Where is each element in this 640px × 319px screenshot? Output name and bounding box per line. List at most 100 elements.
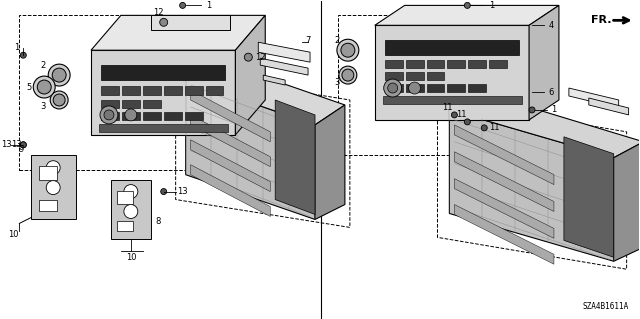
Circle shape <box>20 52 26 58</box>
Text: 2: 2 <box>334 36 340 45</box>
Polygon shape <box>99 124 228 132</box>
Circle shape <box>52 68 66 82</box>
Polygon shape <box>259 42 310 62</box>
Circle shape <box>388 83 397 93</box>
Polygon shape <box>447 84 465 92</box>
Polygon shape <box>385 40 519 55</box>
Polygon shape <box>101 65 225 80</box>
Polygon shape <box>375 25 529 120</box>
Bar <box>338 15 532 155</box>
Circle shape <box>37 80 51 94</box>
Polygon shape <box>164 112 182 120</box>
Polygon shape <box>529 5 559 120</box>
Circle shape <box>180 3 186 8</box>
Polygon shape <box>236 15 265 135</box>
Text: 13: 13 <box>11 140 22 149</box>
Text: 7: 7 <box>305 36 311 45</box>
Text: 11: 11 <box>442 103 452 112</box>
Polygon shape <box>143 86 161 95</box>
Text: 4: 4 <box>548 21 554 30</box>
Polygon shape <box>447 60 465 68</box>
Bar <box>19 15 218 170</box>
Polygon shape <box>385 84 403 92</box>
Text: 1: 1 <box>206 1 211 10</box>
Circle shape <box>529 107 535 113</box>
Text: 6: 6 <box>548 87 554 97</box>
Polygon shape <box>275 100 315 214</box>
Text: 8: 8 <box>155 217 161 226</box>
Polygon shape <box>375 5 559 25</box>
Text: 3: 3 <box>40 102 46 111</box>
Text: 2: 2 <box>40 61 46 70</box>
Circle shape <box>408 82 420 94</box>
Polygon shape <box>260 58 308 75</box>
Circle shape <box>46 161 60 174</box>
Text: 13: 13 <box>177 187 188 196</box>
Polygon shape <box>191 90 270 142</box>
Polygon shape <box>91 15 265 50</box>
Circle shape <box>342 69 354 81</box>
Polygon shape <box>614 142 640 261</box>
Polygon shape <box>449 92 640 158</box>
Polygon shape <box>184 86 202 95</box>
Polygon shape <box>426 72 444 80</box>
Circle shape <box>125 109 137 121</box>
Text: 11: 11 <box>456 110 467 119</box>
Circle shape <box>161 189 166 195</box>
Circle shape <box>465 3 470 8</box>
Circle shape <box>481 125 487 131</box>
Circle shape <box>20 142 26 148</box>
Circle shape <box>48 64 70 86</box>
Polygon shape <box>569 88 619 108</box>
Circle shape <box>20 142 26 148</box>
Polygon shape <box>489 60 507 68</box>
Polygon shape <box>426 84 444 92</box>
Polygon shape <box>454 152 554 211</box>
Polygon shape <box>406 72 424 80</box>
Text: 10: 10 <box>8 230 19 239</box>
Circle shape <box>50 91 68 109</box>
Circle shape <box>160 19 168 26</box>
Circle shape <box>124 185 138 198</box>
Polygon shape <box>191 140 270 192</box>
Polygon shape <box>191 165 270 217</box>
Polygon shape <box>449 110 614 261</box>
Polygon shape <box>454 125 554 185</box>
Polygon shape <box>101 86 119 95</box>
Polygon shape <box>385 72 403 80</box>
Circle shape <box>100 106 118 124</box>
Polygon shape <box>184 112 202 120</box>
Polygon shape <box>122 100 140 108</box>
Polygon shape <box>151 15 230 30</box>
Polygon shape <box>91 50 236 135</box>
Polygon shape <box>468 84 486 92</box>
Text: 12: 12 <box>154 8 164 17</box>
Polygon shape <box>143 100 161 108</box>
Bar <box>117 221 133 231</box>
Polygon shape <box>31 155 76 219</box>
Circle shape <box>104 110 114 120</box>
Circle shape <box>244 53 252 61</box>
Circle shape <box>46 181 60 195</box>
Text: 1: 1 <box>551 106 557 115</box>
Circle shape <box>33 76 55 98</box>
Circle shape <box>337 39 359 61</box>
Circle shape <box>341 43 355 57</box>
Polygon shape <box>426 60 444 68</box>
Polygon shape <box>383 96 522 104</box>
Polygon shape <box>101 100 119 108</box>
Polygon shape <box>406 60 424 68</box>
Bar <box>39 199 57 211</box>
Circle shape <box>53 94 65 106</box>
Circle shape <box>451 112 458 118</box>
Bar <box>39 166 57 180</box>
Polygon shape <box>186 60 345 125</box>
Text: SZA4B1611A: SZA4B1611A <box>582 302 628 311</box>
Polygon shape <box>122 112 140 120</box>
Circle shape <box>339 66 357 84</box>
Text: 1: 1 <box>488 1 494 10</box>
Polygon shape <box>263 75 285 85</box>
Text: 9: 9 <box>19 145 24 154</box>
Text: 5: 5 <box>27 83 32 92</box>
Text: 3: 3 <box>334 78 340 86</box>
